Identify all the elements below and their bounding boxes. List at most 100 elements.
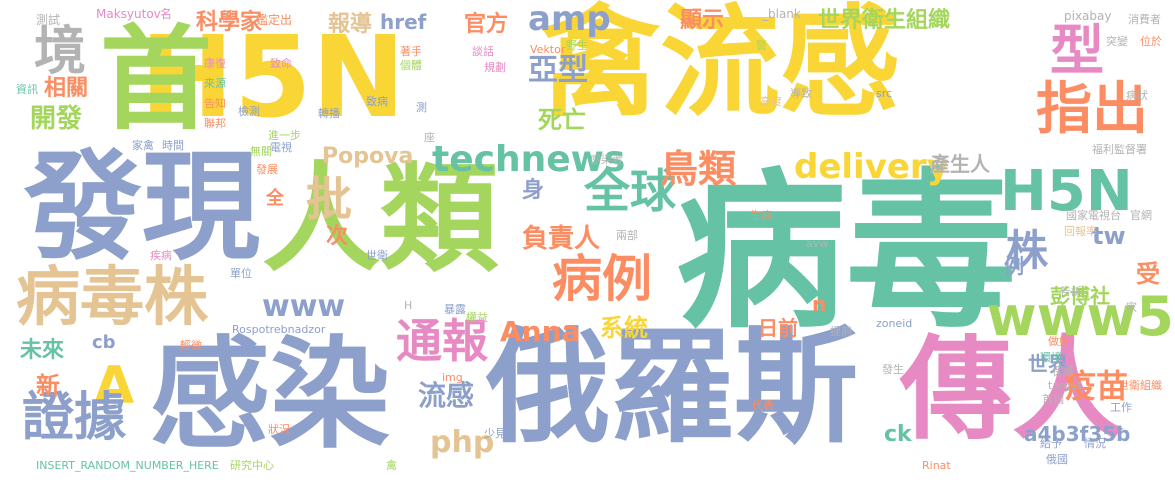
- word-times: 次: [326, 224, 349, 249]
- word-seat: 座: [424, 131, 435, 144]
- word-body: 身: [522, 178, 545, 203]
- word-recover: 康復: [204, 57, 226, 70]
- word-deadly: 致命: [270, 57, 292, 70]
- word-time: 時間: [162, 139, 184, 152]
- word-pathogenic: 致病: [366, 95, 388, 108]
- word-bloomberg: 彭博社: [1050, 284, 1110, 308]
- word-evidence: 證據: [22, 388, 127, 448]
- word-report: 通報: [396, 314, 488, 368]
- word-www: www: [262, 289, 346, 324]
- word-advance: 提前: [830, 325, 852, 338]
- word-scientist: 科學家: [196, 10, 263, 35]
- word-recently: 日前: [758, 316, 798, 340]
- word-humans: 人類: [262, 150, 499, 288]
- word-consumer: 消費者: [1128, 13, 1161, 26]
- word-return-rate: 回報率: [1064, 225, 1097, 238]
- word-rights: 權益: [466, 311, 488, 324]
- word-who: 世界衛生組織: [818, 8, 951, 33]
- word-source: 來源: [204, 77, 226, 90]
- word-global: 全球: [584, 164, 676, 218]
- word-official-site: 官網: [1130, 209, 1152, 222]
- word-img: img: [442, 371, 463, 384]
- word-vektor: Vektor: [530, 43, 566, 56]
- word-who-org: 世衛組織: [1118, 379, 1162, 392]
- word-exposure: 暴露: [444, 303, 466, 316]
- word-test: 測試: [36, 13, 61, 27]
- word-further: 進一步: [268, 129, 301, 142]
- word-avw: avw: [806, 237, 829, 250]
- word-virus-strain: 病毒株: [16, 261, 208, 335]
- word-undertake: 著手: [400, 45, 422, 58]
- word-virus: 病毒: [676, 154, 1017, 352]
- word-ck: ck: [884, 422, 912, 447]
- word-avian-flu: 禽流感: [540, 0, 900, 133]
- word-research-center: 研究中心: [230, 459, 274, 472]
- word-federal: 聯邦: [204, 117, 226, 130]
- word-altitude: 高度: [760, 95, 782, 108]
- word-environment: 環境: [1040, 351, 1062, 364]
- word-poultry: 家禽: [132, 139, 154, 152]
- word-sick: 生病: [750, 209, 772, 222]
- word-alert: 警: [756, 39, 767, 52]
- word-discovery: 發現: [24, 138, 261, 276]
- word-two-departments: 兩部: [616, 229, 638, 242]
- word-unit: 單位: [230, 267, 252, 280]
- word-work: 工作: [1110, 401, 1132, 414]
- word-represent: 代表: [752, 399, 774, 412]
- word-prepare: 做好: [1048, 335, 1070, 348]
- word-pixabay: pixabay: [1064, 9, 1112, 23]
- word-world: 世界: [1028, 352, 1068, 376]
- word-news-report: 報導: [328, 12, 373, 37]
- word-subtype: 亞型: [528, 53, 588, 88]
- word-all: 全: [266, 188, 284, 209]
- word-first-case: 首個: [1042, 393, 1064, 406]
- word-infection: 感染: [150, 326, 390, 465]
- word-person-in-charge: 負責人: [522, 224, 601, 254]
- word-national-tv: 國家電視台: [1066, 209, 1121, 222]
- word-welfare-agency: 福利監督署: [1092, 143, 1147, 156]
- word-src: src: [876, 87, 893, 100]
- word-new: 新: [36, 372, 60, 400]
- word-home: 家: [1126, 301, 1137, 314]
- word-who-short: 世衛: [366, 249, 388, 262]
- word-russia: 俄羅斯: [486, 316, 859, 460]
- word-mild: 輕微: [180, 339, 202, 352]
- word-birds: 鳥類: [660, 147, 737, 191]
- word-occur: 發生: [882, 363, 904, 376]
- word-give: 給予: [1040, 437, 1062, 450]
- word-condition: 狀況: [268, 423, 290, 436]
- word-blank: _blank: [762, 7, 801, 21]
- word-inform: 告知: [204, 97, 226, 110]
- word-vaccine: 疫苗: [1064, 367, 1129, 405]
- word-cb: cb: [92, 332, 116, 353]
- word-h-small: H: [404, 299, 413, 312]
- word-receive: 受: [1136, 260, 1160, 288]
- word-a4b3f35b: a4b3f35b: [1024, 422, 1131, 446]
- word-disease: 疾病: [150, 249, 172, 262]
- word-popova: Popova: [322, 144, 414, 169]
- word-mutation: 突變: [1106, 35, 1128, 48]
- word-russian-state: 俄國: [1046, 453, 1068, 466]
- word-identified: 鑑定出: [256, 13, 293, 27]
- word-development: 發展: [256, 163, 278, 176]
- word-measure: 測: [416, 101, 427, 114]
- word-a: A: [94, 356, 135, 416]
- word-fowl: 禽: [386, 459, 397, 472]
- word-broadcast: 轉播: [318, 107, 340, 120]
- word-related: 相關: [44, 76, 89, 101]
- word-www5: www5: [986, 285, 1174, 348]
- word-n: n: [812, 292, 827, 316]
- word-name: 名: [160, 7, 173, 21]
- word-situation: 情況: [1084, 437, 1106, 450]
- word-type: 型: [1050, 19, 1104, 82]
- word-rinat: Rinat: [922, 459, 951, 472]
- word-tell: 告訴: [1060, 285, 1082, 298]
- word-h5n-small: H5N: [1000, 159, 1133, 224]
- word-develop: 開發: [30, 104, 83, 134]
- word-first: 首: [100, 15, 212, 145]
- word-php: php: [430, 425, 495, 460]
- word-technews: technews: [432, 139, 626, 180]
- word-delivery: delivery: [794, 147, 949, 187]
- word-wild: 野生: [566, 39, 588, 52]
- word-insert-random-number: INSERT_RANDOM_NUMBER_HERE: [36, 459, 219, 472]
